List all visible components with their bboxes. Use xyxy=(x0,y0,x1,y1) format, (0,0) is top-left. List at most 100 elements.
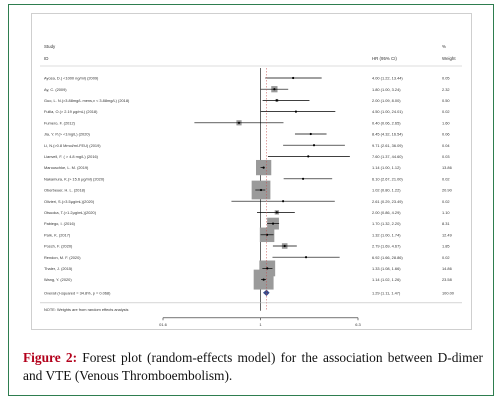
overall-label: Overall (I-squared = 34.8%, p = 0.068) xyxy=(44,290,111,295)
figure-label: Figure 2: xyxy=(23,350,78,365)
study-row: Wang, Y. (2020) 1.14 (1.02, 1.26) 23.58 xyxy=(44,269,452,290)
study-weight: 1.85 xyxy=(442,244,450,249)
forest-plot-panel: Study ID HR (95% CI)% Weight Ayosa, D.( <10… xyxy=(31,13,472,330)
study-label: Jia, Y. P.(> <1mg/L) (2020) xyxy=(44,132,91,137)
study-label: Otsuoka, T.(>1.2μg/mL)(2020) xyxy=(44,210,97,215)
study-weight: 0.02 xyxy=(442,176,450,181)
study-label: Posch, F. (2020) xyxy=(44,244,73,249)
study-row: Guo, L. N.(>3.88mg/L mens,v < 3.88mg/L) … xyxy=(44,98,450,103)
study-label: Li, N.(>0.8 Μmol/ml-FEU) (2019) xyxy=(44,143,101,148)
point-estimate xyxy=(294,110,298,113)
point-estimate xyxy=(262,278,265,281)
overall-weight: 100.00 xyxy=(442,290,455,295)
study-hr-ci: 1.32 (1.00, 1.74) xyxy=(372,232,401,237)
study-weight: 8.31 xyxy=(442,221,450,226)
study-weight: 23.58 xyxy=(442,277,452,282)
study-hr-ci: 9.71 (2.61, 36.09) xyxy=(372,143,403,148)
study-row: Pabiego, I. (2016) 1.70 (1.32, 2.20) 8.31 xyxy=(44,217,450,230)
study-label: Nakamura, K.(> 15.6 μg/ml) (2020) xyxy=(44,176,105,181)
point-estimate xyxy=(292,76,295,80)
study-hr-ci: 1.02 (0.80, 1.22) xyxy=(372,188,401,193)
study-row: Rendon, M. F. (2020) 6.92 (1.66, 28.86) 0.… xyxy=(44,255,450,260)
study-hr-ci: 1.70 (1.32, 2.20) xyxy=(372,221,401,226)
header-study: Study xyxy=(44,44,56,49)
study-row: Posch, F. (2020) 2.79 (1.69, 4.67) 1.85 xyxy=(44,243,450,249)
study-label: Olivieri, S.(>3.5μg/mL)(2020) xyxy=(44,199,95,204)
study-weight: 0.02 xyxy=(442,109,450,114)
header-effect: HR (95% CI) xyxy=(372,56,397,61)
study-weight: 0.06 xyxy=(442,132,450,137)
study-hr-ci: 0.40 (0.06, 2.65) xyxy=(372,120,401,125)
study-label: Pabiego, I. (2016) xyxy=(44,221,76,226)
study-hr-ci: 4.00 (1.22, 13.44) xyxy=(372,76,403,81)
study-row: Marouschke, L. M. (2019) 1.14 (1.00, 1.12… xyxy=(44,159,452,176)
point-estimate xyxy=(275,211,278,214)
study-row: Otsuoka, T.(>1.2μg/mL)(2020) 2.00 (0.86, … xyxy=(44,210,450,215)
study-row: Lianvell, F. ( > 4.8 mg/L) (2016) 7.60 (1… xyxy=(44,154,450,159)
study-hr-ci: 6.92 (1.66, 28.86) xyxy=(372,255,403,260)
header-id: ID xyxy=(44,56,48,61)
study-label: Wang, Y. (2020) xyxy=(44,277,72,282)
study-row: Park, K. (2017) 1.32 (1.00, 1.74) 12.49 xyxy=(44,227,452,243)
study-hr-ci: 1.14 (1.00, 1.12) xyxy=(372,165,401,170)
figure-caption: Figure 2: Forest plot (random-effects mo… xyxy=(23,349,483,385)
point-estimate xyxy=(271,222,275,225)
overall-diamond xyxy=(263,289,270,296)
study-label: Fumero, F. (2012) xyxy=(44,120,76,125)
study-weight: 0.05 xyxy=(442,76,450,81)
study-label: Rendon, M. F. (2020) xyxy=(44,255,81,260)
study-row: Fuilla, O.(> 2.19 μg/mL) (2018) 4.50 (1.0… xyxy=(44,109,450,114)
study-hr-ci: 1.33 (1.08, 1.66) xyxy=(372,266,401,271)
study-hr-ci: 4.50 (1.00, 24.01) xyxy=(372,109,403,114)
point-estimate xyxy=(304,256,308,259)
point-estimate xyxy=(259,188,263,192)
study-label: Ayosa, D.( <1000 ng/ml) (2009) xyxy=(44,76,99,81)
study-weight: 0.03 xyxy=(442,154,450,159)
study-hr-ci: 7.60 (1.37, 44.60) xyxy=(372,154,403,159)
point-estimate xyxy=(301,177,305,180)
point-estimate xyxy=(283,244,286,248)
study-hr-ci: 2.79 (1.69, 4.67) xyxy=(372,244,401,249)
x-tick-label: 1 xyxy=(259,322,262,327)
study-label: Thaler, J. (2015) xyxy=(44,266,73,271)
study-weight: 2.32 xyxy=(442,87,450,92)
study-label: Oberbeuer, H. L. (2018) xyxy=(44,188,86,193)
study-label: Fuilla, O.(> 2.19 μg/mL) (2018) xyxy=(44,109,98,114)
study-hr-ci: 6.10 (2.67, 21.00) xyxy=(372,176,403,181)
study-row: Oberbeuer, H. L. (2018) 1.02 (0.80, 1.22)… xyxy=(44,180,453,200)
note-text: NOTE: Weights are from random effects an… xyxy=(44,307,128,312)
study-row: Ayosa, D.( <1000 ng/ml) (2009) 4.00 (1.22… xyxy=(44,76,450,81)
study-weight: 12.49 xyxy=(442,232,452,237)
point-estimate xyxy=(262,166,265,169)
x-tick-label: 6.3 xyxy=(355,322,361,327)
study-weight: 1.60 xyxy=(442,120,450,125)
overall-hr-ci: 1.29 (1.11, 1.47) xyxy=(372,290,401,295)
study-hr-ci: 2.61 (0.29, 23.49) xyxy=(372,199,403,204)
x-tick-label: 01.6 xyxy=(159,322,168,327)
study-row: Nakamura, K.(> 15.6 μg/ml) (2020) 6.10 (2… xyxy=(44,176,450,181)
figure-frame: Study ID HR (95% CI)% Weight Ayosa, D.( <10… xyxy=(8,4,494,396)
study-label: Park, K. (2017) xyxy=(44,232,71,237)
study-hr-ci: 1.14 (1.02, 1.26) xyxy=(372,277,401,282)
forest-plot: Study ID HR (95% CI)% Weight Ayosa, D.( <10… xyxy=(40,44,462,327)
study-hr-ci: 1.80 (1.00, 3.24) xyxy=(372,87,401,92)
study-weight: 13.86 xyxy=(442,165,452,170)
point-estimate xyxy=(273,88,276,91)
figure-caption-text: Forest plot (random-effects model) for t… xyxy=(23,350,483,383)
study-label: Ay, C. (2009) xyxy=(44,87,67,92)
study-row: Thaler, J. (2015) 1.33 (1.08, 1.66) 14.86 xyxy=(44,260,452,277)
header-weight-pct: % xyxy=(442,44,446,49)
study-weight: 0.02 xyxy=(442,255,450,260)
point-estimate xyxy=(266,267,269,270)
point-estimate xyxy=(275,99,278,102)
study-row: Fumero, F. (2012) 0.40 (0.06, 2.65) 1.60 xyxy=(44,120,450,125)
study-weight: 14.86 xyxy=(442,266,452,271)
point-estimate xyxy=(282,200,285,203)
study-row: Jia, Y. P.(> <1mg/L) (2020) 8.45 (4.32, 1… xyxy=(44,132,450,137)
study-label: Lianvell, F. ( > 4.8 mg/L) (2016) xyxy=(44,154,99,159)
study-row: Ay, C. (2009) 1.80 (1.00, 3.24) 2.32 xyxy=(44,86,450,93)
study-weight: 0.50 xyxy=(442,98,450,103)
study-label: Guo, L. N.(>3.88mg/L mens,v < 3.88mg/L) … xyxy=(44,98,130,103)
study-hr-ci: 8.45 (4.32, 16.54) xyxy=(372,132,403,137)
study-hr-ci: 2.00 (0.86, 4.29) xyxy=(372,210,401,215)
